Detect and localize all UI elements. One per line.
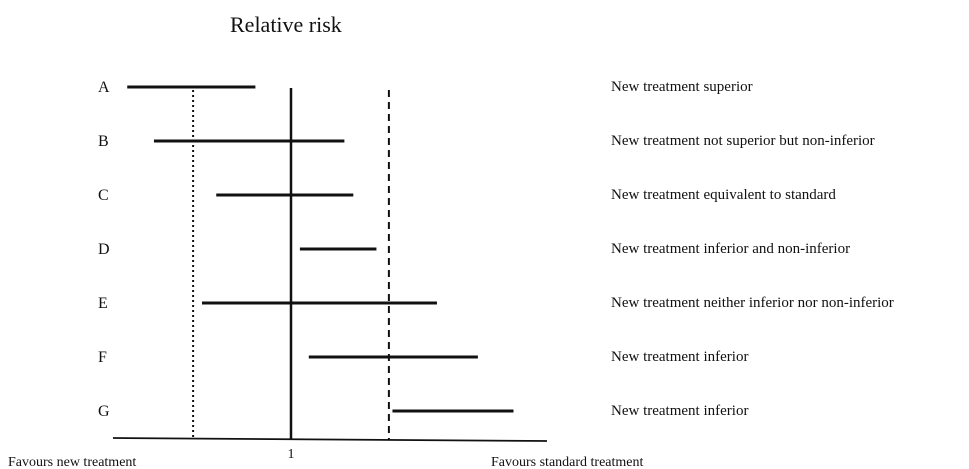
row-description: New treatment inferior: [611, 403, 748, 419]
row-description: New treatment superior: [611, 79, 753, 95]
row-label: E: [98, 295, 108, 312]
row-label: C: [98, 187, 109, 204]
diagram-title: Relative risk: [230, 12, 342, 37]
footer-right-label: Favours standard treatment: [491, 455, 644, 469]
row-label: G: [98, 403, 110, 420]
row-description: New treatment not superior but non-infer…: [611, 133, 875, 149]
row-label: B: [98, 133, 109, 150]
row-label: A: [98, 79, 110, 96]
row-description: New treatment inferior and non-inferior: [611, 241, 850, 257]
x-axis-line: [112, 437, 548, 442]
row-description: New treatment inferior: [611, 349, 748, 365]
row-label: F: [98, 349, 107, 366]
row-description: New treatment equivalent to standard: [611, 187, 836, 203]
row-label: D: [98, 241, 110, 258]
reference-tick-label: 1: [288, 447, 295, 462]
interval-rows: A New treatment superior B New treatment no…: [98, 79, 894, 420]
row-description: New treatment neither inferior nor non-i…: [611, 295, 894, 311]
footer-left-label: Favours new treatment: [8, 455, 136, 469]
